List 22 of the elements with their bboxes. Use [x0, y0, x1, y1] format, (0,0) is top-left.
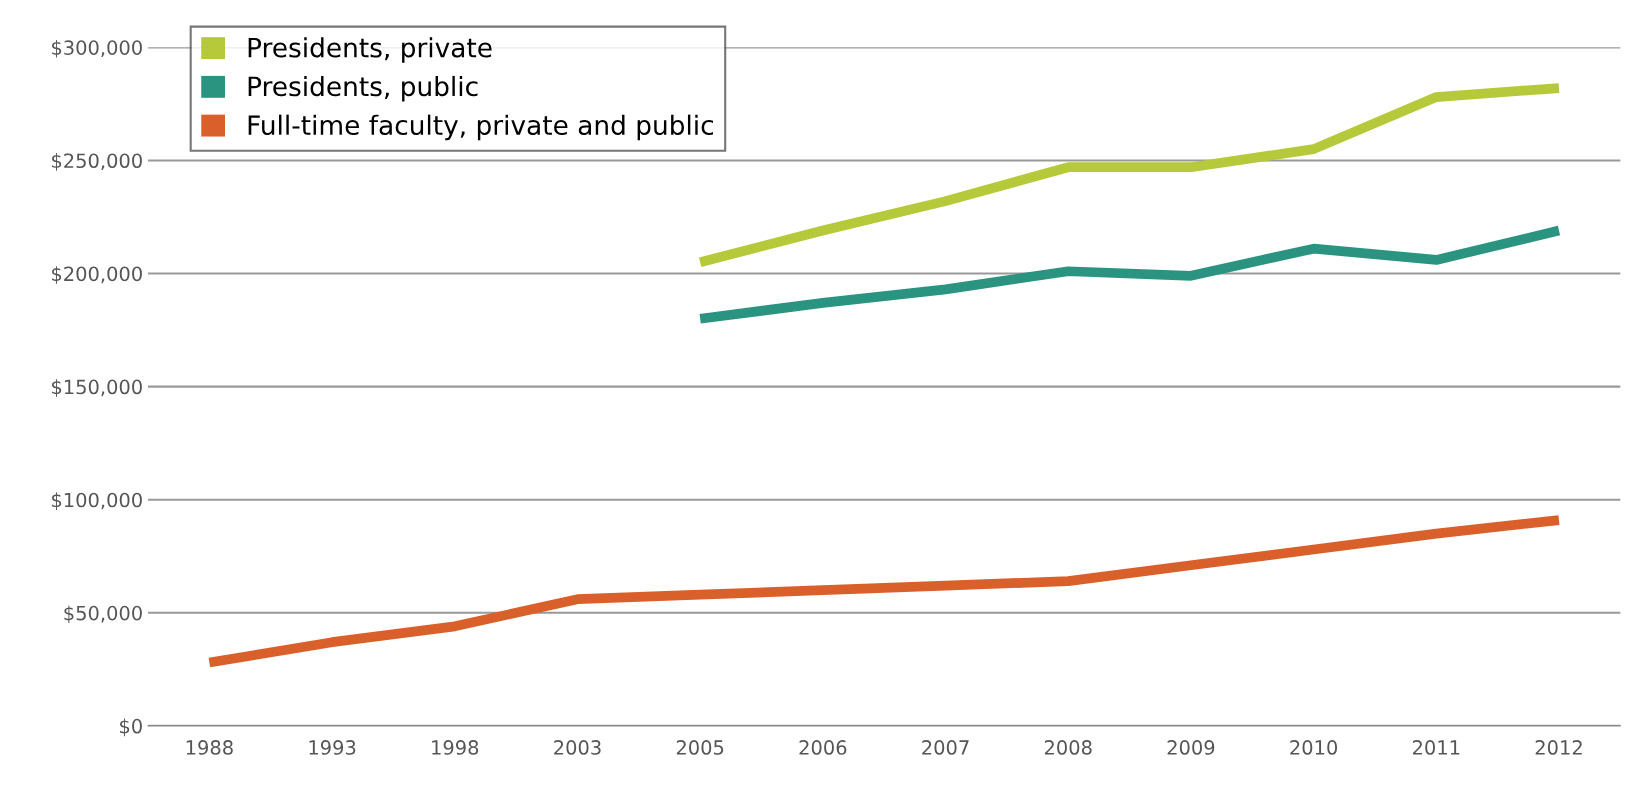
y-tick-label: $200,000 [52, 266, 142, 284]
x-tick-label: 2010 [1290, 740, 1338, 755]
legend-label: Full-time faculty, private and public [248, 114, 714, 141]
x-tick-label: 2008 [1044, 740, 1092, 755]
x-tick-label: 2007 [922, 740, 969, 755]
y-tick-label: $300,000 [52, 39, 142, 58]
y-tick-label: $0 [120, 718, 142, 737]
x-tick-label: 2006 [799, 740, 847, 755]
legend-label: Presidents, public [248, 75, 478, 102]
x-tick-label: 2009 [1167, 740, 1215, 755]
x-tick-label: 2003 [554, 740, 601, 755]
x-tick-label: 2012 [1535, 740, 1582, 755]
y-tick-label: $50,000 [64, 605, 142, 624]
x-tick-label: 2011 [1412, 740, 1460, 755]
x-tick-label: 1993 [309, 740, 356, 755]
legend-label: Presidents, private [248, 37, 492, 63]
y-tick-label: $100,000 [52, 492, 142, 510]
x-tick-label: 1998 [432, 740, 479, 755]
x-tick-label: 2005 [676, 740, 724, 755]
y-tick-label: $250,000 [52, 153, 142, 171]
x-tick-label: 1988 [186, 740, 233, 755]
y-tick-label: $150,000 [52, 379, 142, 397]
